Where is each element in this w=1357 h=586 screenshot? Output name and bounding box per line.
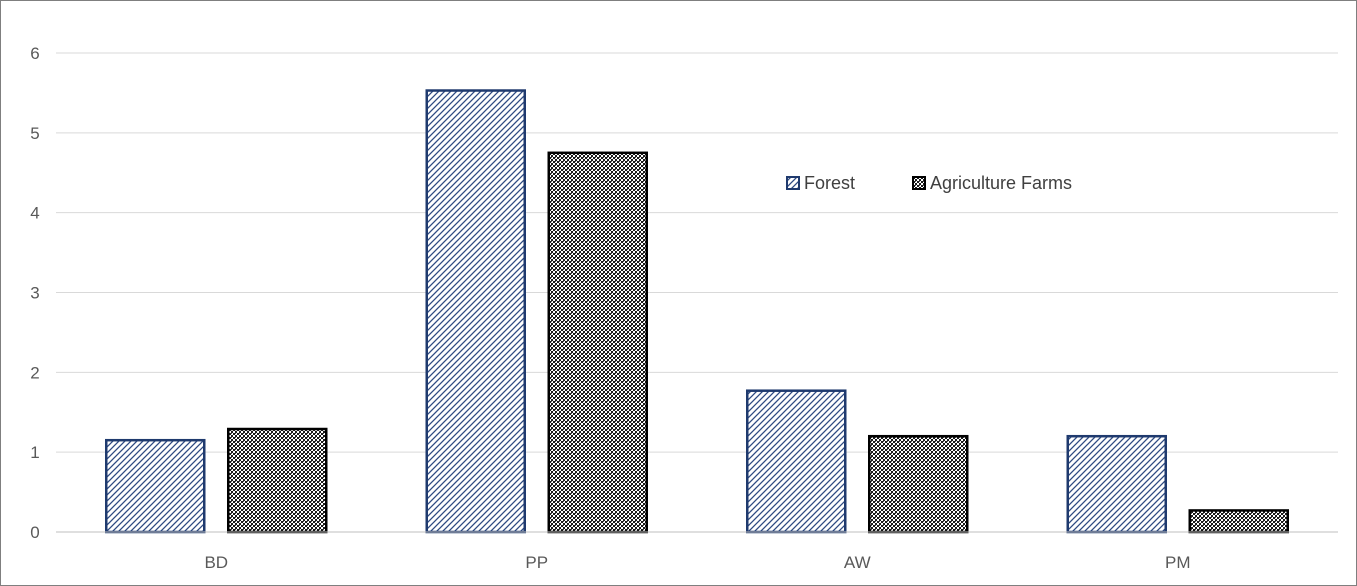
bar-agriculture-farms-aw bbox=[868, 434, 969, 534]
x-tick-label: PM bbox=[1165, 553, 1191, 572]
x-tick-label: BD bbox=[204, 553, 228, 572]
x-tick-label: PP bbox=[525, 553, 548, 572]
legend-label-forest: Forest bbox=[804, 173, 855, 193]
bar-agriculture-farms-pm bbox=[1188, 509, 1289, 534]
legend-label-agriculture-farms: Agriculture Farms bbox=[930, 173, 1072, 193]
bar-forest-aw bbox=[746, 389, 847, 534]
y-tick-label: 2 bbox=[30, 363, 39, 382]
legend-swatch-forest bbox=[786, 176, 800, 190]
y-tick-label: 1 bbox=[30, 443, 39, 462]
gridlines bbox=[56, 52, 1338, 453]
bar-agriculture-farms-bd bbox=[227, 427, 328, 534]
legend-swatch-agriculture-farms bbox=[912, 176, 926, 190]
bar-agriculture-farms-pp bbox=[547, 151, 648, 534]
y-tick-label: 6 bbox=[30, 44, 39, 63]
bar-forest-pp bbox=[425, 89, 526, 534]
y-tick-label: 3 bbox=[30, 284, 39, 303]
y-tick-label: 0 bbox=[30, 523, 39, 542]
y-tick-label: 4 bbox=[30, 204, 39, 223]
bars bbox=[105, 89, 1289, 534]
y-tick-label: 5 bbox=[30, 124, 39, 143]
bar-forest-pm bbox=[1066, 434, 1167, 534]
legend: Forest Agriculture Farms bbox=[786, 173, 1072, 193]
x-tick-label: AW bbox=[844, 553, 871, 572]
bar-forest-bd bbox=[105, 438, 206, 534]
axes: 0 1 2 3 4 5 6 BD PP AW PM bbox=[30, 44, 1338, 572]
